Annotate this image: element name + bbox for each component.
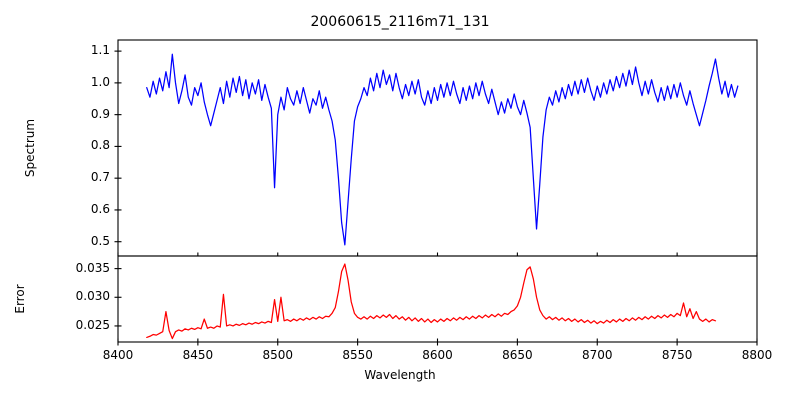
y-tick-label: 0.6: [90, 201, 110, 216]
y-tick-label: 0.030: [75, 289, 110, 304]
x-axis-label: Wavelength: [364, 368, 436, 382]
x-tick-label: 8700: [581, 348, 613, 362]
x-tick-label: 8750: [661, 348, 693, 362]
error-y-axis-label: Error: [13, 284, 27, 314]
x-tick-label: 8600: [422, 348, 453, 362]
y-tick-label: 0.7: [90, 170, 110, 185]
x-tick-label: 8650: [502, 348, 533, 362]
x-tick-label: 8450: [182, 348, 214, 362]
x-tick-label: 8500: [262, 348, 294, 362]
y-tick-label: 1.0: [90, 74, 110, 89]
x-tick-label: 8800: [741, 348, 773, 362]
y-tick-label: 0.035: [75, 260, 110, 275]
page-title: 20060615_2116m71_131: [310, 14, 490, 30]
spectrum-data-line: [146, 53, 739, 246]
y-tick-label: 0.9: [90, 106, 110, 121]
y-tick-label: 0.025: [75, 317, 110, 332]
y-tick-label: 0.5: [90, 233, 110, 248]
error-data-line: [146, 263, 717, 340]
panel-frame-spectrum: [117, 39, 758, 257]
y-tick-label: 1.1: [90, 43, 110, 58]
spectrum-y-axis-label: Spectrum: [23, 118, 37, 178]
x-tick-label: 8400: [102, 348, 134, 362]
panel-frame-error: [117, 255, 758, 343]
y-tick-label: 0.8: [90, 138, 110, 153]
x-tick-label: 8550: [342, 348, 373, 362]
